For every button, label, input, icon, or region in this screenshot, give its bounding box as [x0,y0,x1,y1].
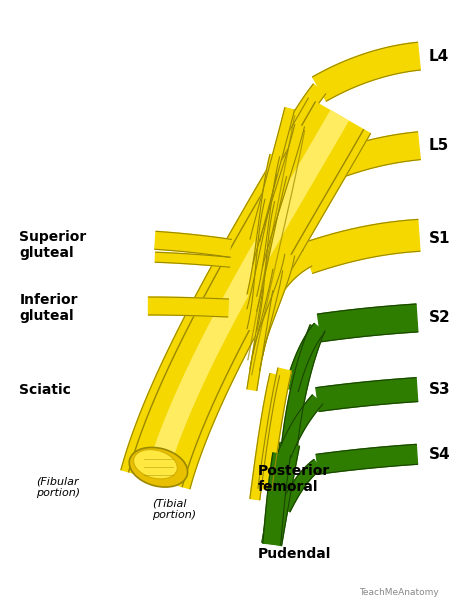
Text: (Fibular
portion): (Fibular portion) [36,476,80,498]
Polygon shape [317,304,418,342]
Polygon shape [155,231,231,257]
Text: Posterior
femoral: Posterior femoral [258,464,330,494]
Polygon shape [247,199,274,331]
Polygon shape [155,253,231,267]
Polygon shape [247,154,280,296]
Text: S4: S4 [429,447,450,462]
Text: S2: S2 [429,310,450,326]
Polygon shape [257,84,326,212]
Polygon shape [280,459,321,512]
Polygon shape [262,442,299,545]
Polygon shape [249,250,312,332]
Text: (Tibial
portion): (Tibial portion) [152,498,197,520]
Polygon shape [247,174,286,311]
Polygon shape [247,289,273,390]
Polygon shape [254,170,315,281]
Polygon shape [303,220,420,273]
Polygon shape [253,124,304,267]
Polygon shape [258,368,292,490]
Text: S1: S1 [429,231,450,246]
Ellipse shape [134,450,177,479]
Text: L4: L4 [429,49,449,63]
Polygon shape [316,378,418,411]
Polygon shape [316,444,418,474]
Text: TeachMeAnatomy: TeachMeAnatomy [359,587,439,597]
Polygon shape [146,111,348,482]
Polygon shape [304,132,420,188]
Polygon shape [250,373,280,500]
Polygon shape [278,395,323,457]
Text: L5: L5 [429,138,449,153]
Polygon shape [121,98,371,489]
Polygon shape [313,42,420,101]
Polygon shape [253,254,295,356]
Ellipse shape [129,447,188,487]
Polygon shape [285,323,325,392]
Text: Superior
gluteal: Superior gluteal [19,230,86,260]
Text: Pudendal: Pudendal [258,547,331,561]
Polygon shape [282,325,325,445]
Polygon shape [250,108,294,242]
Text: S3: S3 [429,382,450,397]
Polygon shape [250,270,283,370]
Polygon shape [263,453,291,545]
Text: Inferior
gluteal: Inferior gluteal [19,293,78,323]
Text: Sciatic: Sciatic [19,382,71,397]
Polygon shape [148,297,228,317]
